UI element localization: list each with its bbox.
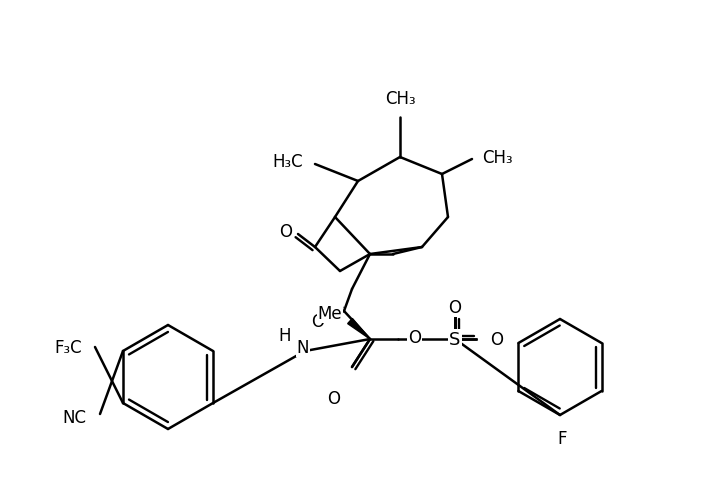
Text: O: O (279, 223, 293, 241)
Text: O: O (408, 328, 421, 346)
Text: S: S (449, 330, 461, 348)
Text: O: O (328, 389, 341, 407)
Text: N: N (297, 338, 309, 356)
Text: H: H (278, 326, 291, 344)
Polygon shape (348, 319, 370, 339)
Text: F: F (557, 429, 567, 447)
Text: CH₃: CH₃ (385, 90, 416, 108)
Text: F₃C: F₃C (54, 338, 82, 356)
Text: NC: NC (62, 408, 86, 426)
Text: CH₃: CH₃ (482, 149, 513, 166)
Text: H₃C: H₃C (272, 152, 303, 171)
Text: O: O (490, 330, 503, 348)
Text: Me: Me (318, 304, 342, 322)
Text: O: O (448, 298, 461, 317)
Text: O: O (311, 312, 324, 330)
